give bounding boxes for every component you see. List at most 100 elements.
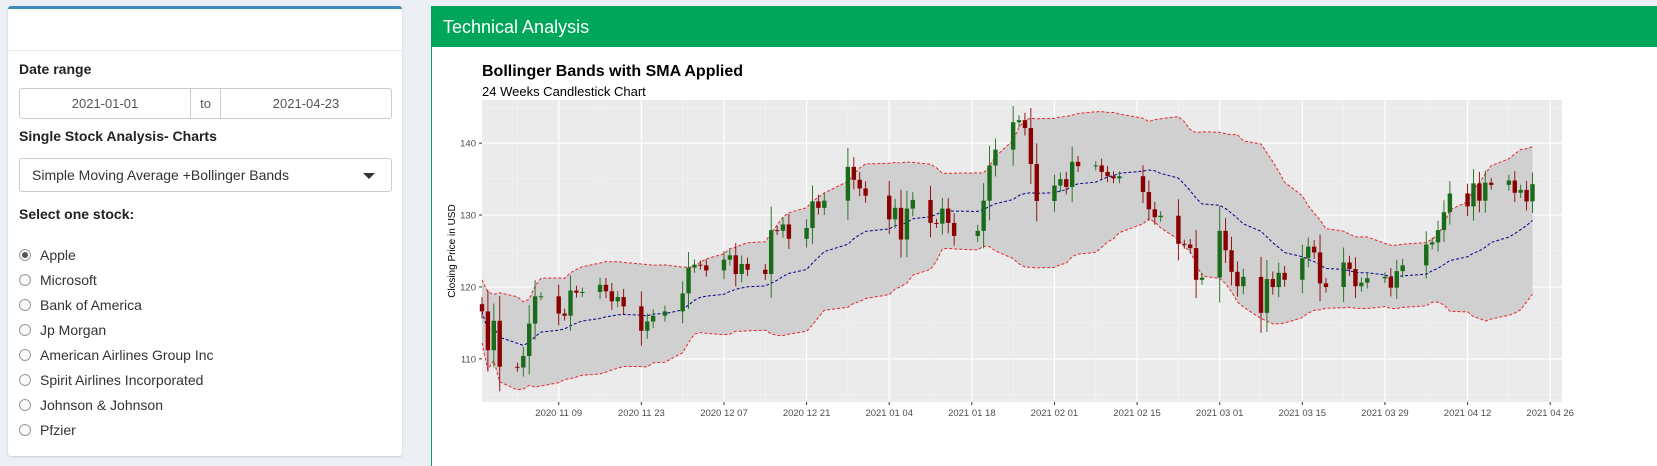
candle-body	[645, 321, 650, 331]
radio-button-icon[interactable]	[19, 398, 31, 411]
candle-body	[574, 290, 579, 293]
technical-analysis-box: Technical Analysis Bollinger Bands with …	[431, 6, 1657, 466]
x-tick-label: 2020 12 21	[783, 408, 831, 419]
candle-body	[1353, 268, 1358, 287]
candle-body	[1524, 189, 1529, 202]
candle-body	[1323, 283, 1329, 288]
candle-body	[1140, 176, 1146, 193]
x-tick-label: 2021 03 01	[1196, 408, 1244, 419]
candle-body	[515, 366, 520, 368]
stock-option[interactable]: Johnson & Johnson	[19, 392, 214, 417]
radio-button-icon[interactable]	[19, 348, 31, 361]
candle-body	[1117, 176, 1122, 179]
x-tick-label: 2021 03 15	[1279, 408, 1327, 419]
stock-option[interactable]: Spirit Airlines Incorporated	[19, 367, 214, 392]
candle-body	[1258, 276, 1264, 313]
candle-body	[597, 284, 603, 292]
candle-body	[768, 230, 774, 275]
sidebar-header	[8, 9, 402, 51]
candle-body	[1182, 243, 1187, 245]
radio-button-icon[interactable]	[19, 323, 31, 336]
chart-type-label: Single Stock Analysis- Charts	[19, 128, 217, 144]
stock-option[interactable]: American Airlines Group Inc	[19, 342, 214, 367]
candle-body	[1105, 171, 1110, 177]
candle-body	[863, 188, 868, 196]
candle-body	[485, 311, 491, 351]
stock-select-label: Select one stock:	[19, 206, 135, 222]
candle-body	[1276, 272, 1281, 288]
candle-body	[940, 208, 945, 224]
candle-body	[491, 320, 497, 351]
candle-body	[1441, 212, 1447, 231]
candle-body	[845, 166, 851, 201]
candle-body	[1447, 193, 1453, 213]
stock-option-label: Jp Morgan	[40, 321, 107, 338]
candle-body	[1016, 120, 1022, 123]
candle-body	[1435, 230, 1441, 243]
x-tick-label: 2021 02 15	[1113, 408, 1161, 419]
candle-body	[1488, 182, 1494, 185]
candle-body	[1199, 277, 1205, 280]
candle-body	[1365, 278, 1370, 283]
candle-body	[1217, 230, 1222, 278]
candle-body	[1075, 161, 1081, 167]
candle-body	[1388, 276, 1394, 288]
candle-body	[727, 255, 733, 260]
radio-button-icon[interactable]	[19, 298, 31, 311]
date-start-field[interactable]: 2021-01-01	[71, 96, 139, 111]
x-tick-label: 2020 11 09	[535, 408, 582, 419]
candle-body	[892, 207, 898, 220]
radio-button-icon[interactable]	[19, 273, 31, 286]
candle-body	[621, 297, 626, 307]
y-tick-label: 120	[460, 282, 476, 293]
candle-body	[1341, 262, 1346, 288]
x-tick-label: 2021 01 18	[948, 408, 996, 419]
date-end-field[interactable]: 2021-04-23	[272, 96, 340, 111]
x-tick-label: 2021 04 12	[1444, 408, 1492, 419]
candle-body	[910, 199, 916, 209]
stock-option[interactable]: Bank of America	[19, 292, 214, 317]
stock-radio-group: Apple Microsoft Bank of America Jp Morgan Am…	[19, 242, 214, 442]
stock-option[interactable]: Jp Morgan	[19, 317, 214, 342]
sidebar-panel: Date range 2021-01-01 to 2021-04-23 Sing…	[8, 6, 402, 456]
candle-body	[928, 199, 933, 223]
stock-option-label: Johnson & Johnson	[40, 396, 163, 413]
candle-body	[804, 227, 809, 239]
chart-type-select[interactable]: Simple Moving Average +Bollinger Bands	[19, 158, 392, 192]
bollinger-lower-line	[481, 217, 1533, 391]
candle-body	[556, 296, 561, 314]
candle-body	[1241, 276, 1246, 287]
x-tick-label: 2021 01 04	[865, 408, 913, 419]
candle-body	[774, 230, 780, 232]
candle-body	[816, 201, 821, 208]
stock-option[interactable]: Microsoft	[19, 267, 214, 292]
sma-line	[481, 169, 1533, 346]
bollinger-upper-line	[481, 111, 1533, 303]
candle-body	[951, 222, 957, 236]
stock-option-label: Pfzier	[40, 421, 76, 438]
candle-body	[1093, 165, 1098, 167]
x-tick-label: 2020 12 07	[700, 408, 748, 419]
candle-body	[780, 224, 786, 231]
stock-option[interactable]: Pfzier	[19, 417, 214, 442]
candle-body	[1359, 282, 1364, 287]
candle-body	[562, 313, 567, 316]
radio-button-icon[interactable]	[19, 373, 31, 386]
chart-type-value: Simple Moving Average +Bollinger Bands	[32, 167, 289, 183]
stock-option[interactable]: Apple	[19, 242, 214, 267]
candle-body	[721, 259, 727, 271]
stock-option-label: American Airlines Group Inc	[40, 346, 214, 363]
radio-button-icon[interactable]	[19, 423, 31, 436]
box-header: Technical Analysis	[432, 7, 1657, 47]
radio-button-icon[interactable]	[19, 248, 31, 261]
candle-body	[1028, 128, 1034, 164]
candle-body	[904, 208, 910, 240]
candle-body	[1506, 180, 1512, 185]
candle-body	[1424, 244, 1429, 266]
candle-body	[1158, 215, 1163, 218]
candle-body	[1347, 262, 1352, 269]
candle-body	[946, 208, 951, 223]
candle-body	[1152, 209, 1157, 218]
caret-down-icon	[363, 173, 375, 179]
candle-body	[1176, 215, 1181, 244]
